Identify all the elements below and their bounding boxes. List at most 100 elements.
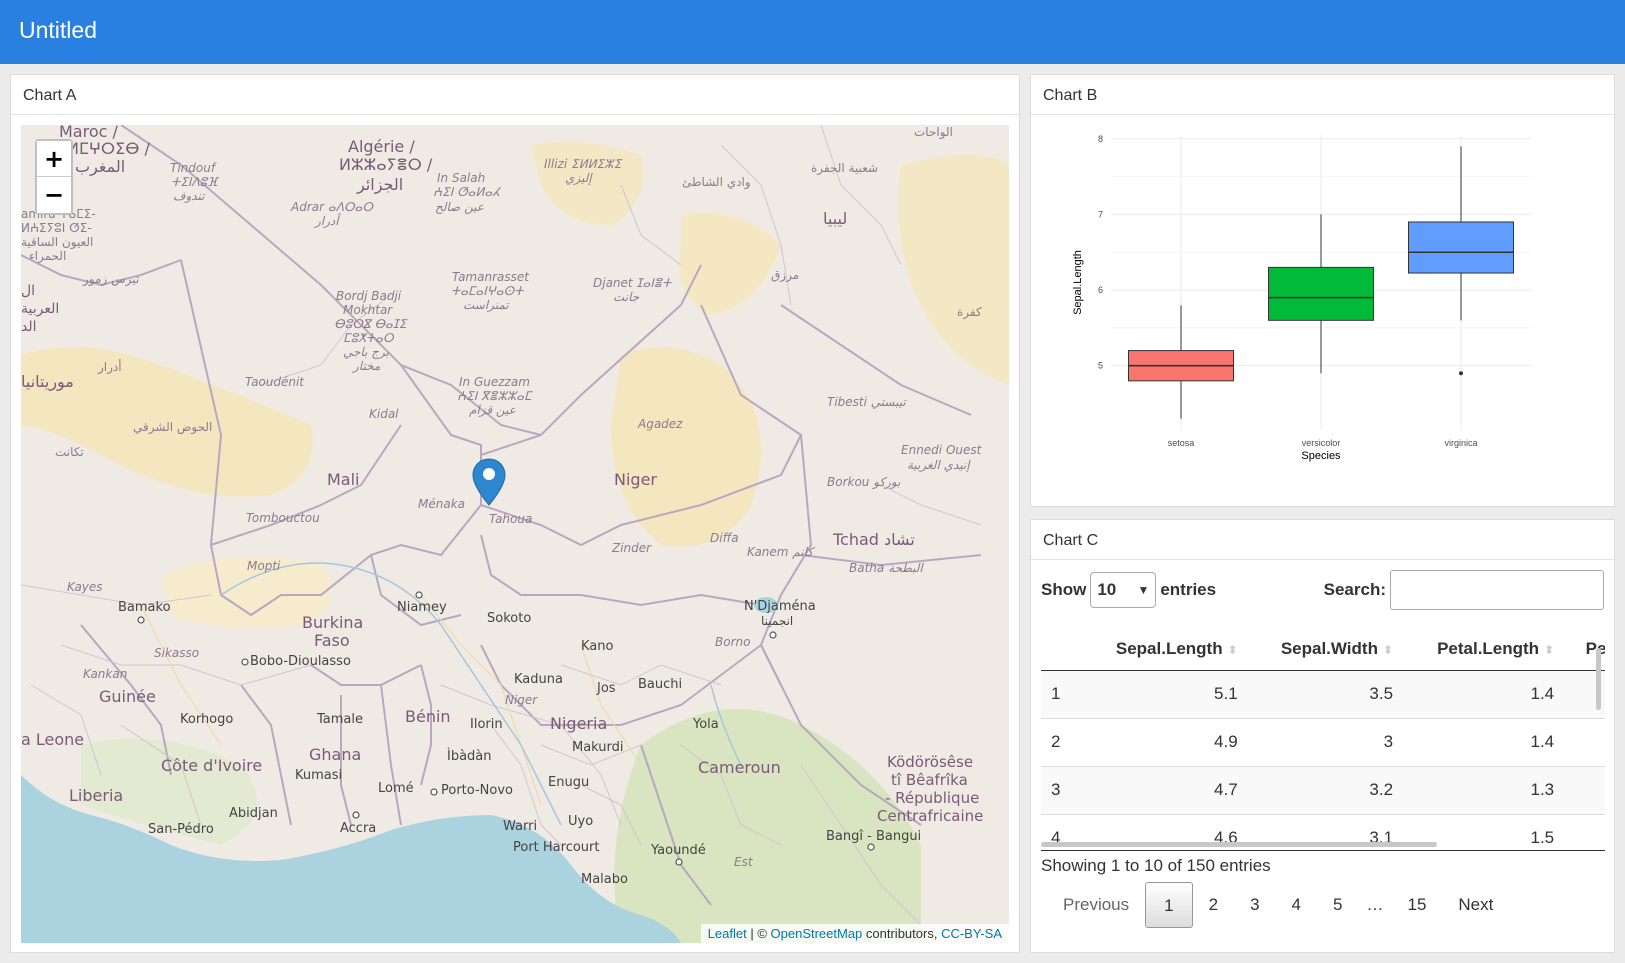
map-label: Sikasso bbox=[154, 646, 200, 660]
next-page-button[interactable]: Next bbox=[1458, 895, 1494, 914]
map-label: Mali bbox=[327, 470, 360, 489]
map-view[interactable]: Maroc / ⵍⵎⵖⵔⵉⴱ / المغرب Algérie / ⵍⵣⵣⴰⵢⴻ… bbox=[21, 125, 1009, 943]
y-tick-label: 7 bbox=[1098, 209, 1103, 219]
map-label: Ìbàdàn bbox=[447, 749, 492, 764]
chart-b-card: Chart B 5 6 7 8 setosa versicolor virginica Spe… bbox=[1030, 74, 1615, 507]
table-cell: 3 bbox=[1041, 765, 1081, 814]
entries-select[interactable]: 10 ▼ bbox=[1090, 572, 1157, 608]
column-header[interactable]: Petal.Length ⬍ bbox=[1403, 628, 1565, 671]
map-label: Zinder bbox=[612, 541, 652, 555]
map-label: Warri bbox=[503, 819, 538, 834]
map-tiles bbox=[21, 125, 1009, 943]
map-label: برج باجي bbox=[343, 345, 389, 359]
x-tick-label: versicolor bbox=[1302, 438, 1341, 448]
page-button[interactable]: 5 bbox=[1333, 895, 1343, 914]
column-header-index bbox=[1041, 628, 1081, 671]
leaflet-link[interactable]: Leaflet bbox=[707, 926, 747, 941]
map-label: وادي الشاطئ bbox=[682, 175, 751, 189]
map-label: Kaduna bbox=[514, 672, 563, 687]
sort-icon: ⬍ bbox=[1544, 642, 1555, 657]
map-label: Kayes bbox=[67, 580, 103, 594]
map-label: In Guezzam bbox=[459, 375, 530, 389]
page-button[interactable]: 4 bbox=[1291, 895, 1302, 914]
map-label: Tombouctou bbox=[246, 511, 320, 525]
box-versicolor bbox=[1268, 266, 1374, 321]
map-label: الحوض الشرقي bbox=[133, 420, 213, 434]
map-label: Tchad تشاد bbox=[833, 530, 915, 549]
map-label: Kanem كانم bbox=[747, 545, 813, 559]
map-label: Algérie / bbox=[348, 137, 415, 156]
boxplot-chart: 5 6 7 8 setosa versicolor virginica Species Sepa… bbox=[1072, 134, 1531, 462]
column-header[interactable]: Sepal.Length ⬍ bbox=[1081, 628, 1248, 671]
x-tick-label: setosa bbox=[1168, 438, 1195, 448]
map-label: Borno bbox=[715, 635, 751, 649]
outlier-point bbox=[1459, 371, 1463, 376]
map-label: Sokoto bbox=[487, 611, 532, 626]
sort-icon: ⬍ bbox=[1227, 642, 1238, 657]
entries-select-value: 10 bbox=[1097, 580, 1117, 599]
table-cell: 5.1 bbox=[1081, 669, 1248, 718]
license-link[interactable]: CC-BY-SA bbox=[941, 926, 1002, 941]
map-label: Bamako bbox=[118, 600, 171, 615]
map-label: Ilorin bbox=[470, 717, 503, 732]
search-input[interactable] bbox=[1390, 570, 1604, 610]
map-label: Tamanrasset bbox=[452, 270, 529, 284]
map-label: ⵄⵉⵏ ⴳⴻⵣⵣⴰⵎ bbox=[457, 389, 532, 403]
table-bottom-border bbox=[1041, 850, 1605, 851]
chevron-down-icon: ▼ bbox=[1137, 583, 1150, 597]
zoom-out-button[interactable]: − bbox=[37, 177, 71, 213]
y-tick-label: 6 bbox=[1098, 285, 1103, 295]
zoom-in-button[interactable]: + bbox=[37, 141, 71, 177]
map-label: Niger bbox=[505, 693, 538, 707]
table-row[interactable]: 2 4.9 3 1.4 bbox=[1041, 717, 1605, 766]
map-label: Yola bbox=[693, 717, 719, 732]
map-label: تيرس زمور bbox=[83, 272, 140, 286]
map-label: Niger bbox=[614, 470, 657, 489]
column-header[interactable]: Sepal.Width ⬍ bbox=[1247, 628, 1404, 671]
y-tick-label: 8 bbox=[1098, 134, 1103, 144]
chart-c-card: Chart C Show 10 ▼ entries Search: Sepal.… bbox=[1030, 519, 1615, 953]
horizontal-scrollbar[interactable] bbox=[1041, 842, 1437, 847]
map-label: أدرار bbox=[315, 214, 339, 228]
table-row[interactable]: 1 5.1 3.5 1.4 bbox=[1041, 669, 1605, 718]
osm-link[interactable]: OpenStreetMap bbox=[770, 926, 863, 941]
map-label: ال bbox=[21, 283, 36, 299]
entries-label: entries bbox=[1160, 580, 1217, 599]
page-button[interactable]: 2 bbox=[1208, 895, 1219, 914]
map-label: ⵍⵎⵖⵔⵉⴱ / bbox=[67, 139, 150, 158]
map-label: Jos bbox=[597, 681, 616, 696]
pagination: Previous 1 2 3 4 5 … 15 Next bbox=[1047, 882, 1509, 928]
map-label: أدرار bbox=[98, 360, 122, 374]
map-label: Uyo bbox=[568, 814, 594, 829]
map-label: ⵜⵉⵏⴷⵓⴼ bbox=[171, 175, 218, 189]
map-label: Korhogo bbox=[180, 712, 234, 727]
previous-page-button[interactable]: Previous bbox=[1063, 895, 1130, 914]
page-button[interactable]: 3 bbox=[1250, 895, 1260, 914]
page-button[interactable]: 1 bbox=[1145, 882, 1193, 928]
table-body: 1 5.1 3.5 1.4 2 4.9 3 1.4 3 4.7 3.2 1.3 4 4.6 3.1 1.5 bbox=[1041, 669, 1605, 848]
page-button[interactable]: 15 bbox=[1407, 895, 1427, 914]
search-control: Search: bbox=[1324, 570, 1604, 610]
table-cell: 4.9 bbox=[1081, 717, 1248, 766]
map-label: Kano bbox=[581, 639, 614, 654]
vertical-scrollbar[interactable] bbox=[1596, 648, 1601, 710]
map-label: Lomé bbox=[378, 781, 414, 796]
map-label: Mopti bbox=[247, 559, 281, 573]
map-label: تمنراست bbox=[463, 298, 509, 312]
map-label: العيون الساقية bbox=[21, 235, 94, 249]
show-label: Show bbox=[1041, 580, 1087, 599]
table-cell: 1.4 bbox=[1403, 669, 1565, 718]
map-label: In Salah bbox=[437, 171, 486, 185]
map-label: ⴱⵓⵔⴵ ⴱⴰⵊⵉ bbox=[334, 317, 407, 331]
x-tick-label: virginica bbox=[1444, 438, 1477, 448]
map-label: Ennedi Ouest bbox=[901, 443, 982, 457]
map-label: Kidal bbox=[369, 407, 399, 421]
map-label: Makurdi bbox=[572, 740, 624, 755]
map-label: الد bbox=[21, 319, 37, 335]
map-label: انجمينا bbox=[761, 614, 794, 628]
table-row[interactable]: 3 4.7 3.2 1.3 bbox=[1041, 765, 1605, 814]
table-scroll-area[interactable]: Sepal.Length ⬍ Sepal.Width ⬍ Petal.Length ⬍ Pe… bbox=[1041, 628, 1605, 848]
column-header-label: Sepal.Width bbox=[1280, 638, 1378, 658]
map-label: Bauchi bbox=[638, 677, 683, 692]
map-label: تكانت bbox=[55, 445, 84, 459]
